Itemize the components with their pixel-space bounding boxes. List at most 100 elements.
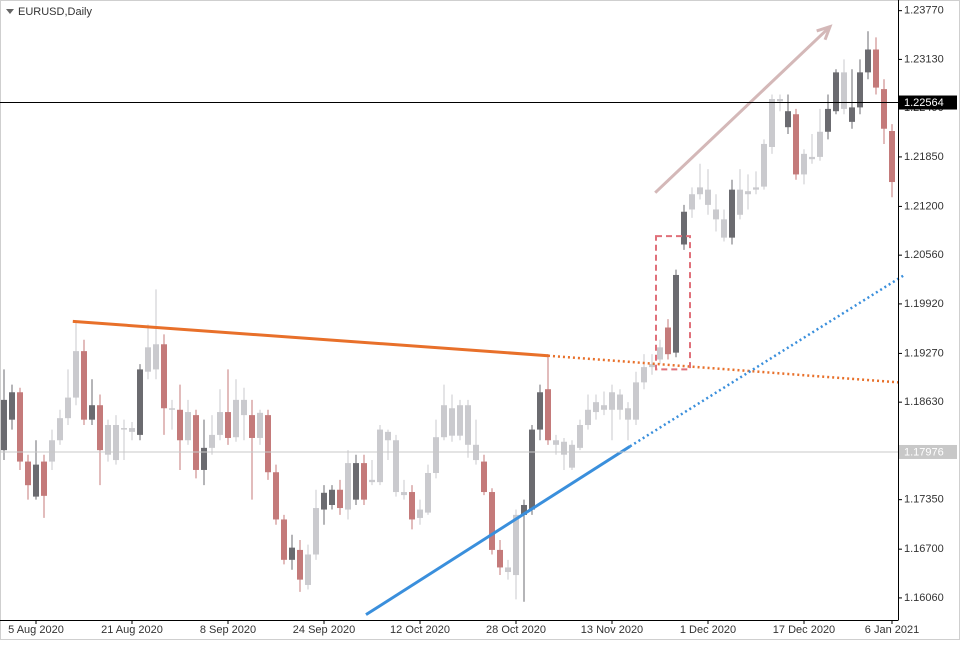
candle-body xyxy=(809,156,815,160)
candle-body xyxy=(33,464,39,497)
candle-body xyxy=(321,492,327,510)
candle-body xyxy=(745,191,751,195)
candle-body xyxy=(89,405,95,420)
x-tick-label: 24 Sep 2020 xyxy=(293,624,355,636)
candle-body xyxy=(337,489,343,509)
y-tick-label: 1.18630 xyxy=(904,396,944,408)
candle-body xyxy=(177,409,183,441)
candle-body xyxy=(209,434,215,448)
candle-body xyxy=(601,405,607,410)
candle-body xyxy=(137,369,143,435)
y-tick-label: 1.16060 xyxy=(904,592,944,604)
candle-body xyxy=(529,429,535,510)
arrow-shaft xyxy=(654,25,832,194)
candle-body xyxy=(689,194,695,210)
x-tick-label: 28 Oct 2020 xyxy=(486,624,546,636)
candle-body xyxy=(25,461,31,486)
candle-body xyxy=(185,412,191,441)
candle-body xyxy=(673,274,679,353)
x-tick-label: 17 Dec 2020 xyxy=(773,624,835,636)
candle-body xyxy=(273,472,279,520)
candle-body xyxy=(1,399,7,451)
candle-body xyxy=(129,428,135,432)
candle-body xyxy=(217,412,223,435)
y-tick-label: 1.19270 xyxy=(904,347,944,359)
candle-body xyxy=(73,351,79,398)
candle-body xyxy=(41,461,47,496)
candle-body xyxy=(281,519,287,560)
candle-body xyxy=(833,72,839,112)
candle-body xyxy=(865,49,871,73)
candle-body xyxy=(593,402,599,413)
y-tick-label: 1.23130 xyxy=(904,53,944,65)
candle-body xyxy=(441,405,447,438)
candle-body xyxy=(377,429,383,483)
trendline xyxy=(629,274,904,448)
candle-body xyxy=(449,408,455,436)
y-tick-label: 1.23770 xyxy=(904,5,944,17)
candle-body xyxy=(49,440,55,462)
candle-body xyxy=(705,189,711,205)
candle-body xyxy=(825,108,831,132)
candle-body xyxy=(641,367,647,383)
candle-body xyxy=(729,189,735,238)
candle-body xyxy=(553,440,559,445)
candle-body xyxy=(121,428,127,430)
candle-body xyxy=(721,219,727,238)
candle-body xyxy=(113,425,119,461)
candle-body xyxy=(793,114,799,175)
x-tick-label: 13 Nov 2020 xyxy=(581,624,643,636)
y-tick-label: 1.20560 xyxy=(904,249,944,261)
y-tick-label: 1.16700 xyxy=(904,543,944,555)
price-label-box xyxy=(899,444,957,459)
x-tick-label: 12 Oct 2020 xyxy=(390,624,450,636)
y-tick-label: 1.19920 xyxy=(904,298,944,310)
candle-body xyxy=(313,508,319,555)
candle-body xyxy=(393,440,399,493)
trendline xyxy=(547,354,899,384)
candle-body xyxy=(881,89,887,129)
candle-body xyxy=(737,189,743,215)
candle-body xyxy=(9,392,15,420)
candle-body xyxy=(297,549,303,580)
candle-body xyxy=(545,389,551,441)
menu-triangle[interactable] xyxy=(6,9,14,14)
candle-body xyxy=(169,408,175,410)
candle-body xyxy=(265,415,271,473)
candle-body xyxy=(769,99,775,148)
candle-body xyxy=(649,364,655,368)
candle-body xyxy=(753,187,759,190)
candle-body xyxy=(569,444,575,468)
x-tick-label: 1 Dec 2020 xyxy=(680,624,736,636)
candle-body xyxy=(849,107,855,122)
candle-body xyxy=(305,554,311,585)
candle-body xyxy=(513,514,519,576)
trendline xyxy=(72,319,549,358)
candle-body xyxy=(433,437,439,473)
price-label-box xyxy=(899,95,957,110)
candle-body xyxy=(457,405,463,436)
candle-body xyxy=(401,492,407,496)
candle-body xyxy=(361,463,367,500)
candle-body xyxy=(249,415,255,438)
x-tick-label: 6 Jan 2021 xyxy=(865,624,919,636)
candle-body xyxy=(713,209,719,220)
candle-body xyxy=(409,492,415,520)
candle-body xyxy=(577,425,583,448)
candle-body xyxy=(161,344,167,409)
candle-body xyxy=(697,187,703,195)
x-tick-label: 21 Aug 2020 xyxy=(101,624,163,636)
candle-body xyxy=(681,211,687,245)
candle-body xyxy=(561,441,567,455)
candle-body xyxy=(57,418,63,441)
y-tick-label: 1.21200 xyxy=(904,200,944,212)
candle-body xyxy=(521,504,527,515)
candle-body xyxy=(385,431,391,441)
candle-body xyxy=(345,463,351,510)
candle-body xyxy=(633,382,639,420)
candle-body xyxy=(145,347,151,372)
candle-body xyxy=(193,415,199,470)
candle-body xyxy=(889,131,895,183)
